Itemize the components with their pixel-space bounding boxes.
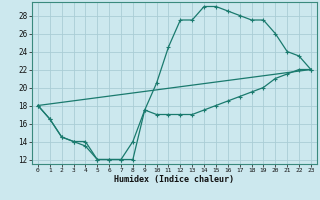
X-axis label: Humidex (Indice chaleur): Humidex (Indice chaleur): [115, 175, 234, 184]
